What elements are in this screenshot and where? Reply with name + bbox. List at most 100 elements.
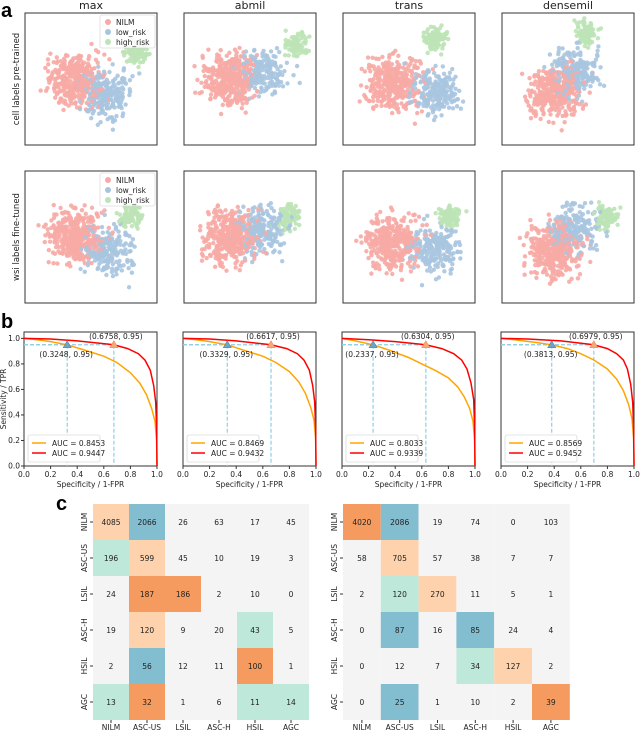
scatter-point-low_risk: [121, 263, 126, 268]
scatter-point-high_risk: [121, 223, 126, 228]
scatter-point-low_risk: [427, 79, 433, 84]
scatter-point-NILM: [395, 79, 400, 84]
scatter-point-high_risk: [123, 213, 128, 219]
scatter-point-NILM: [546, 119, 552, 125]
scatter-point-NILM: [570, 72, 575, 78]
scatter-point-NILM: [55, 237, 60, 242]
scatter-point-NILM: [80, 76, 85, 82]
scatter-point-NILM: [581, 80, 587, 85]
scatter-point-low_risk: [450, 262, 455, 267]
scatter-point-NILM: [55, 225, 61, 230]
scatter-point-NILM: [197, 228, 203, 233]
scatter-point-low_risk: [576, 40, 581, 45]
scatter-point-NILM: [215, 214, 221, 219]
scatter-point-low_risk: [96, 111, 102, 116]
scatter-point-high_risk: [588, 20, 593, 26]
scatter-point-NILM: [538, 90, 544, 95]
scatter-point-low_risk: [423, 72, 429, 78]
scatter-point-NILM: [540, 75, 545, 80]
scatter-point-high_risk: [595, 36, 601, 41]
scatter-point-low_risk: [114, 113, 119, 119]
scatter-point-NILM: [229, 223, 234, 228]
scatter-point-NILM: [580, 106, 586, 111]
scatter-point-low_risk: [110, 127, 116, 132]
scatter-point-high_risk: [577, 20, 582, 25]
scatter-point-low_risk: [261, 211, 266, 216]
scatter-point-low_risk: [278, 242, 284, 248]
scatter-point-high_risk: [117, 217, 123, 223]
scatter-point-low_risk: [110, 273, 116, 279]
scatter-point-NILM: [216, 239, 221, 244]
scatter-point-NILM: [382, 257, 387, 263]
scatter-point-low_risk: [582, 86, 587, 91]
scatter-point-low_risk: [82, 269, 87, 274]
scatter-point-NILM: [386, 222, 392, 227]
scatter-point-low_risk: [255, 242, 261, 247]
scatter-point-high_risk: [297, 51, 302, 56]
scatter-point-NILM: [41, 224, 47, 229]
scatter-point-low_risk: [101, 265, 107, 270]
scatter-point-NILM: [229, 85, 234, 90]
scatter-point-NILM: [249, 235, 255, 240]
scatter-point-low_risk: [110, 261, 116, 267]
scatter-point-NILM: [410, 240, 415, 245]
scatter-point-NILM: [391, 87, 396, 92]
scatter-point-NILM: [38, 88, 43, 93]
scatter-point-low_risk: [425, 268, 430, 273]
scatter-point-NILM: [63, 101, 69, 107]
scatter-point-low_risk: [116, 235, 122, 240]
scatter-point-low_risk: [260, 222, 266, 227]
scatter-point-NILM: [219, 90, 225, 96]
scatter-point-low_risk: [423, 229, 428, 235]
scatter-point-NILM: [521, 242, 526, 248]
scatter-point-low_risk: [588, 84, 593, 89]
scatter-point-low_risk: [118, 99, 124, 105]
scatter-point-NILM: [205, 236, 211, 242]
scatter-point-NILM: [395, 94, 400, 100]
scatter-point-NILM: [60, 217, 66, 223]
scatter-point-low_risk: [434, 256, 439, 261]
scatter-point-low_risk: [437, 252, 443, 258]
scatter-point-NILM: [410, 57, 415, 62]
scatter-point-NILM: [236, 239, 241, 244]
scatter-point-low_risk: [444, 227, 449, 232]
scatter-point-NILM: [51, 260, 56, 266]
scatter-point-high_risk: [282, 213, 288, 218]
scatter-point-NILM: [245, 77, 251, 82]
scatter-point-low_risk: [444, 75, 449, 80]
scatter-point-high_risk: [297, 46, 303, 51]
scatter-point-low_risk: [430, 85, 435, 91]
scatter-point-low_risk: [88, 249, 93, 254]
scatter-point-low_risk: [258, 73, 263, 78]
scatter-point-high_risk: [126, 58, 131, 64]
scatter-point-low_risk: [450, 257, 456, 262]
scatter-point-NILM: [80, 254, 86, 260]
scatter-point-NILM: [235, 77, 240, 82]
scatter-point-NILM: [546, 87, 551, 92]
scatter-point-high_risk: [117, 212, 123, 217]
legend-marker-high_risk: [105, 197, 111, 203]
legend-marker-high_risk: [105, 39, 111, 45]
scatter-point-high_risk: [286, 53, 291, 58]
scatter-point-high_risk: [597, 227, 603, 232]
scatter-point-low_risk: [413, 81, 418, 87]
scatter-point-NILM: [51, 59, 56, 65]
scatter-point-NILM: [234, 53, 239, 58]
scatter-point-high_risk: [464, 209, 469, 214]
scatter-point-NILM: [234, 244, 240, 250]
scatter-point-low_risk: [128, 248, 133, 254]
scatter-point-low_risk: [256, 212, 262, 218]
scatter-point-low_risk: [268, 201, 274, 206]
scatter-point-NILM: [250, 241, 255, 246]
scatter-point-NILM: [391, 217, 396, 222]
scatter-point-low_risk: [101, 242, 106, 247]
scatter-point-NILM: [85, 82, 90, 88]
scatter-point-high_risk: [436, 206, 442, 212]
scatter-point-low_risk: [128, 240, 134, 246]
scatter-point-low_risk: [252, 47, 257, 53]
scatter-point-low_risk: [130, 236, 136, 242]
scatter-point-NILM: [110, 230, 115, 235]
scatter-point-low_risk: [104, 272, 109, 278]
scatter-point-NILM: [74, 228, 79, 234]
scatter-point-high_risk: [135, 214, 140, 219]
